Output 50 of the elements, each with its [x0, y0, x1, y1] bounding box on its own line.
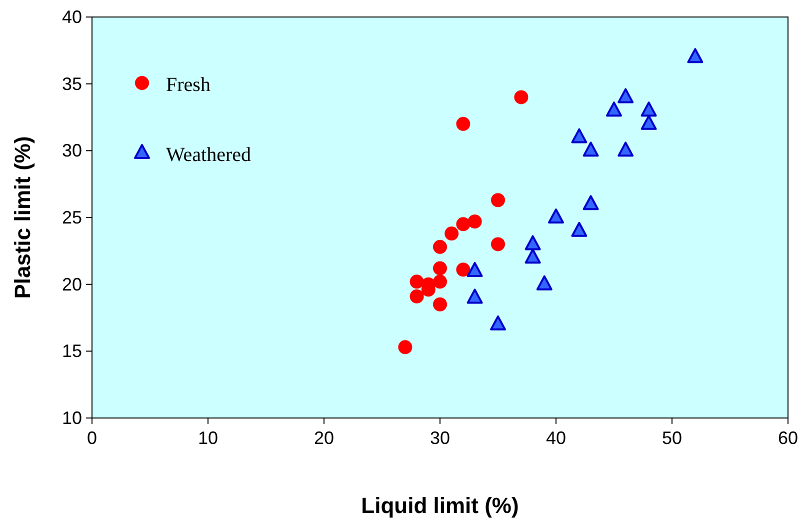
- point: [582, 195, 599, 210]
- y-tick-label: 20: [62, 274, 82, 294]
- y-tick-label: 30: [62, 140, 82, 161]
- point: [433, 240, 447, 254]
- point: [618, 142, 634, 157]
- x-tick-label: 60: [778, 428, 798, 448]
- point: [466, 288, 483, 304]
- point: [410, 289, 424, 304]
- point: [640, 102, 657, 117]
- y-tick-label: 15: [62, 341, 82, 362]
- point: [524, 248, 541, 264]
- y-tick-label: 10: [62, 408, 82, 428]
- point: [606, 102, 622, 117]
- point: [410, 274, 424, 289]
- x-tick-label: 30: [430, 428, 450, 448]
- point: [618, 88, 634, 104]
- point: [490, 315, 506, 330]
- point: [456, 116, 470, 131]
- y-axis-title: Plastic limit (%): [10, 136, 35, 299]
- point: [571, 222, 588, 237]
- point: [398, 340, 412, 354]
- point: [466, 262, 483, 277]
- point: [491, 193, 505, 208]
- point: [444, 226, 459, 241]
- x-tick-label: 10: [198, 428, 218, 448]
- point: [524, 235, 541, 250]
- x-tick-label: 40: [546, 428, 566, 448]
- y-tick-label: 35: [62, 74, 82, 94]
- point: [468, 214, 482, 229]
- point: [687, 48, 704, 64]
- y-tick-label: 40: [62, 7, 82, 27]
- x-tick-label: 20: [314, 428, 334, 448]
- y-tick-label: 25: [62, 208, 82, 228]
- x-tick-label: 50: [662, 428, 682, 448]
- x-tick-label: 0: [86, 428, 98, 448]
- point: [571, 128, 588, 144]
- point: [514, 90, 528, 104]
- legend-label: Fresh: [166, 74, 210, 96]
- point: [433, 274, 447, 289]
- legend-label: Weathered: [166, 144, 251, 166]
- point: [548, 208, 564, 224]
- point: [491, 237, 505, 252]
- point: [433, 261, 447, 276]
- x-axis-title: Liquid limit (%): [361, 493, 519, 518]
- point: [582, 142, 599, 157]
- point: [433, 297, 447, 312]
- point: [536, 275, 552, 290]
- point: [640, 114, 657, 130]
- point: [456, 217, 470, 232]
- point: [456, 262, 470, 277]
